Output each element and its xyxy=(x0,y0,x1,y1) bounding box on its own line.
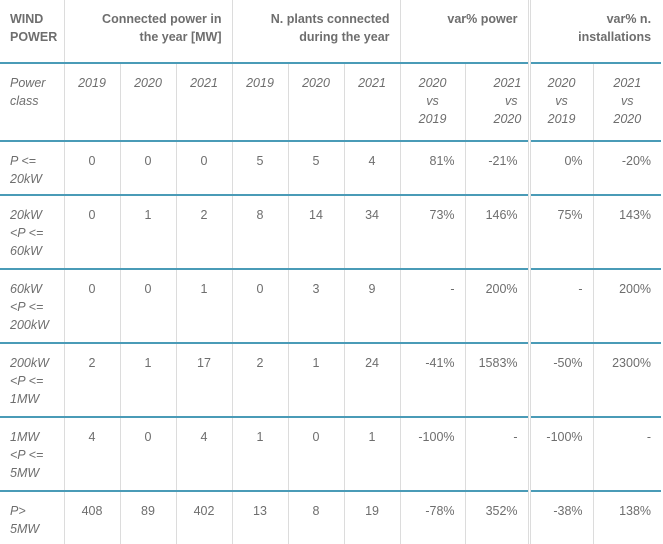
value-cell-vi2021: 200% xyxy=(592,269,662,344)
value-cell-np2021: 24 xyxy=(343,343,401,418)
value-cell-cp2019: 0 xyxy=(63,269,120,344)
value-cell-cp2021: 1 xyxy=(175,269,232,344)
value-cell-vp2021: -21% xyxy=(464,141,530,196)
value-cell-vp2020: 73% xyxy=(399,195,466,270)
value-cell-vi2020: 75% xyxy=(527,195,594,270)
value-cell-vp2021: 200% xyxy=(464,269,530,344)
value-cell-np2019: 2 xyxy=(231,343,288,418)
power-class-cell: 60kW <P <= 200kW xyxy=(0,269,64,344)
value-cell-vi2020: - xyxy=(527,269,594,344)
subheader-vi-2021vs2020: 2021 vs 2020 xyxy=(592,63,662,142)
subheader-vp-2021vs2020: 2021 vs 2020 xyxy=(464,63,530,142)
value-cell-cp2019: 2 xyxy=(63,343,120,418)
value-cell-vp2020: -41% xyxy=(399,343,466,418)
value-cell-cp2020: 0 xyxy=(119,417,176,492)
value-cell-np2020: 3 xyxy=(287,269,344,344)
value-cell-cp2021: 402 xyxy=(175,491,232,544)
value-cell-vi2021: 138% xyxy=(592,491,662,544)
value-cell-vi2021: 2300% xyxy=(592,343,662,418)
value-cell-cp2021: 4 xyxy=(175,417,232,492)
value-cell-vp2020: -100% xyxy=(399,417,466,492)
value-cell-np2019: 8 xyxy=(231,195,288,270)
value-cell-vp2021: 1583% xyxy=(464,343,530,418)
table-row: 20kW <P <= 60kW 0 1 2 8 14 34 73% 146% 75% 143% xyxy=(0,195,662,270)
table-row: 200kW <P <= 1MW 2 1 17 2 1 24 -41% 1583% -50% 2300… xyxy=(0,343,662,418)
value-cell-cp2020: 89 xyxy=(119,491,176,544)
value-cell-cp2019: 4 xyxy=(63,417,120,492)
value-cell-cp2020: 0 xyxy=(119,269,176,344)
value-cell-cp2019: 408 xyxy=(63,491,120,544)
value-cell-vp2020: -78% xyxy=(399,491,466,544)
subheader-vi-2020vs2019: 2020 vs 2019 xyxy=(527,63,594,142)
value-cell-vp2021: 352% xyxy=(464,491,530,544)
subheader-vp-2020vs2019: 2020 vs 2019 xyxy=(399,63,466,142)
value-cell-vp2021: 146% xyxy=(464,195,530,270)
value-cell-cp2019: 0 xyxy=(63,141,120,196)
power-class-cell: 1MW <P <= 5MW xyxy=(0,417,64,492)
value-cell-np2020: 5 xyxy=(287,141,344,196)
header-var-power: var% power xyxy=(399,0,530,64)
value-cell-np2021: 34 xyxy=(343,195,401,270)
header-connected-power: Connected power in the year [MW] xyxy=(63,0,232,64)
value-cell-np2019: 1 xyxy=(231,417,288,492)
header-wind-power: WIND POWER xyxy=(0,0,64,64)
value-cell-vi2021: - xyxy=(592,417,662,492)
value-cell-cp2020: 0 xyxy=(119,141,176,196)
value-cell-vi2020: -50% xyxy=(527,343,594,418)
value-cell-np2021: 19 xyxy=(343,491,401,544)
value-cell-np2019: 0 xyxy=(231,269,288,344)
subheader-cp-2020: 2020 xyxy=(119,63,176,142)
value-cell-vi2020: -100% xyxy=(527,417,594,492)
value-cell-vi2021: -20% xyxy=(592,141,662,196)
header-row: WIND POWER Connected power in the year [… xyxy=(0,0,662,64)
value-cell-vi2020: 0% xyxy=(527,141,594,196)
subheader-np-2019: 2019 xyxy=(231,63,288,142)
power-class-cell: P <= 20kW xyxy=(0,141,64,196)
value-cell-vi2021: 143% xyxy=(592,195,662,270)
subheader-power-class: Power class xyxy=(0,63,64,142)
subheader-cp-2021: 2021 xyxy=(175,63,232,142)
value-cell-cp2020: 1 xyxy=(119,343,176,418)
header-wind-power-label: WIND POWER xyxy=(10,12,58,44)
value-cell-np2021: 9 xyxy=(343,269,401,344)
value-cell-np2020: 8 xyxy=(287,491,344,544)
subheader-np-2021: 2021 xyxy=(343,63,401,142)
value-cell-vi2020: -38% xyxy=(527,491,594,544)
value-cell-cp2021: 17 xyxy=(175,343,232,418)
table-row: P <= 20kW 0 0 0 5 5 4 81% -21% 0% -20% xyxy=(0,141,662,196)
value-cell-vp2021: - xyxy=(464,417,530,492)
power-class-cell: P> 5MW xyxy=(10,504,40,536)
subheader-row: Power class 2019 2020 2021 2019 2020 202… xyxy=(0,63,662,142)
value-cell-cp2021: 0 xyxy=(175,141,232,196)
table-body: P <= 20kW 0 0 0 5 5 4 81% -21% 0% -20% 20kW <P <= 6… xyxy=(0,141,662,544)
value-cell-vp2020: 81% xyxy=(399,141,466,196)
table-row: 60kW <P <= 200kW 0 0 1 0 3 9-200% -200% xyxy=(0,269,662,344)
power-class-cell: 200kW <P <= 1MW xyxy=(0,343,64,418)
value-cell-np2020: 0 xyxy=(287,417,344,492)
header-var-installations: var% n. installations xyxy=(527,0,662,64)
power-class-cell: 20kW <P <= 60kW xyxy=(0,195,64,270)
value-cell-np2019: 13 xyxy=(231,491,288,544)
value-cell-np2020: 14 xyxy=(287,195,344,270)
value-cell-np2021: 1 xyxy=(343,417,401,492)
subheader-np-2020: 2020 xyxy=(287,63,344,142)
subheader-cp-2019: 2019 xyxy=(63,63,120,142)
value-cell-vp2020: - xyxy=(399,269,466,344)
table-row: 1MW <P <= 5MW 4 0 4 1 0 1 -100% - -100% - xyxy=(0,417,662,492)
table-row: P> 5MW 408 89 402 13 8 19 -78% 352% -38% 138% xyxy=(0,491,662,544)
value-cell-cp2020: 1 xyxy=(119,195,176,270)
value-cell-cp2021: 2 xyxy=(175,195,232,270)
value-cell-np2019: 5 xyxy=(231,141,288,196)
value-cell-np2020: 1 xyxy=(287,343,344,418)
value-cell-np2021: 4 xyxy=(343,141,401,196)
value-cell-cp2019: 0 xyxy=(63,195,120,270)
header-plants-connected: N. plants connected during the year xyxy=(231,0,401,64)
